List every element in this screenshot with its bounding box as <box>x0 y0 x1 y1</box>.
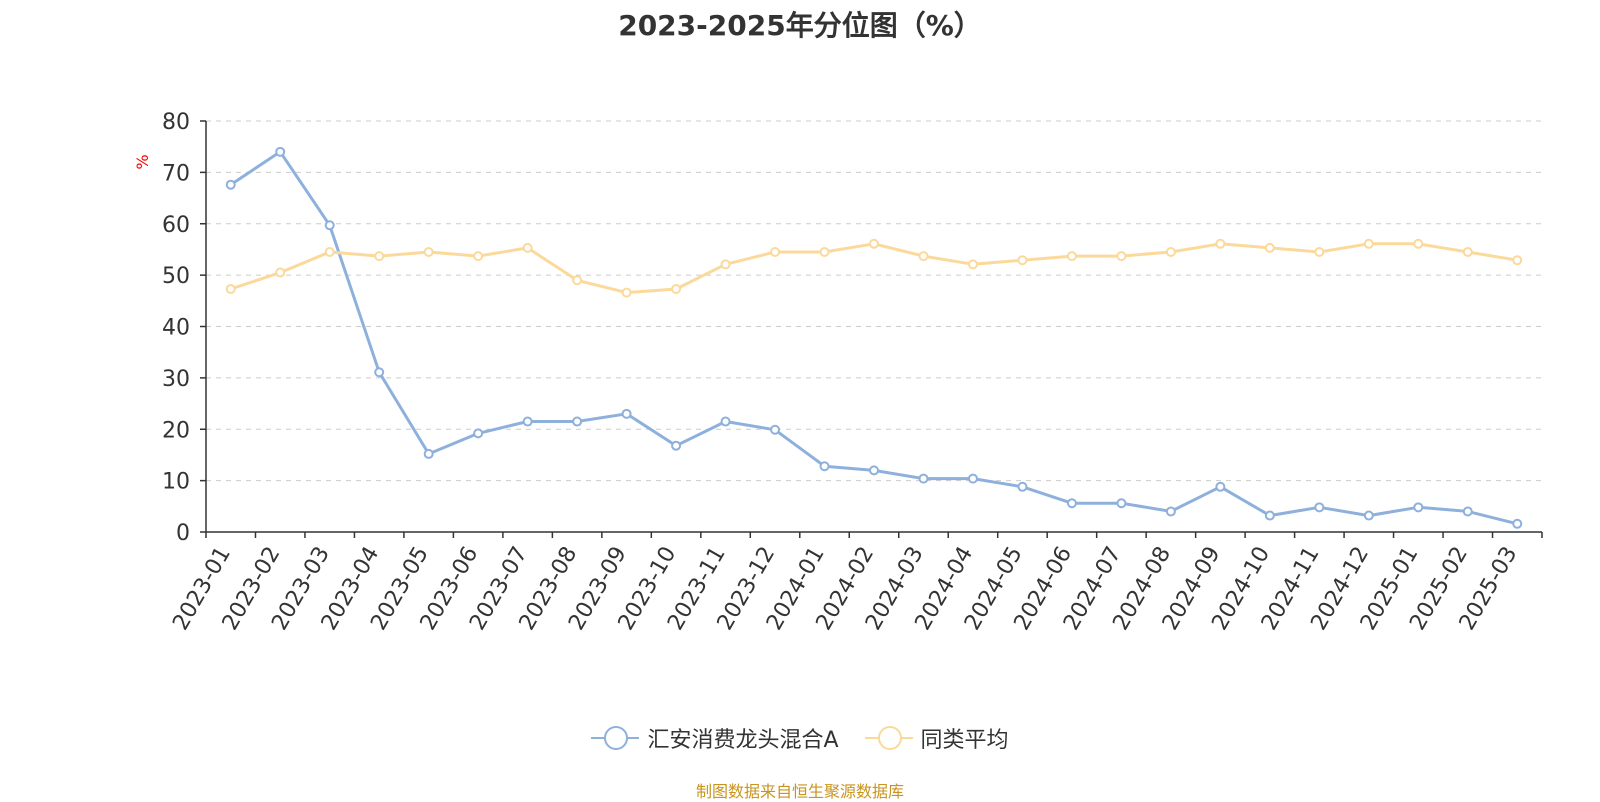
data-point <box>1165 506 1176 517</box>
data-point <box>869 238 879 249</box>
data-point <box>1165 247 1176 258</box>
legend-average-label: 同类平均 <box>920 728 1009 753</box>
data-point <box>423 448 434 459</box>
y-tick-label: 80 <box>162 110 190 135</box>
data-point <box>1512 518 1523 529</box>
data-point <box>374 251 385 262</box>
data-point <box>819 247 830 258</box>
data-point <box>869 465 879 476</box>
data-point <box>1512 255 1523 266</box>
data-point <box>275 146 286 157</box>
data-point <box>423 247 434 258</box>
source-note: 制图数据来自恒生聚源数据库 <box>695 782 904 801</box>
series-line-1 <box>230 242 1518 295</box>
data-point <box>770 424 781 435</box>
data-point <box>621 287 632 298</box>
data-point <box>324 220 335 231</box>
data-point <box>1264 510 1275 521</box>
data-point <box>621 408 632 419</box>
data-point <box>1066 251 1077 262</box>
legend: 汇安消费龙头混合A 同类平均 <box>0 722 1600 754</box>
data-point <box>720 416 731 427</box>
data-point <box>720 259 731 270</box>
data-point <box>374 367 385 378</box>
data-point <box>1264 242 1275 253</box>
chart-title: 2023-2025年分位图（%） <box>618 9 982 42</box>
y-tick-label: 0 <box>176 521 190 546</box>
data-point <box>967 259 978 270</box>
data-point <box>770 247 781 258</box>
data-point <box>324 247 335 258</box>
data-point <box>1363 238 1374 249</box>
data-point <box>671 283 682 294</box>
y-tick-label: 60 <box>162 213 190 238</box>
y-tick-label: 70 <box>162 161 190 186</box>
data-point <box>1066 498 1077 509</box>
series-layer <box>225 146 1523 529</box>
data-point <box>1314 502 1325 513</box>
legend-average-line-icon <box>864 726 913 750</box>
data-point <box>572 275 583 286</box>
data-point <box>275 267 286 278</box>
data-point <box>1462 506 1473 517</box>
y-tick-label: 20 <box>162 418 190 443</box>
data-point <box>1017 481 1028 492</box>
data-point <box>918 251 929 262</box>
y-tick-label: 10 <box>162 470 190 495</box>
data-point <box>1215 481 1226 492</box>
data-point <box>671 440 682 451</box>
legend-fund-line-icon <box>591 726 640 750</box>
data-point <box>473 428 484 439</box>
data-point <box>473 251 484 262</box>
data-point <box>819 461 830 472</box>
data-point <box>1413 238 1424 249</box>
data-point <box>967 473 978 484</box>
data-point <box>225 283 236 294</box>
data-point <box>1462 247 1473 258</box>
y-tick-label: 50 <box>162 264 190 289</box>
data-point <box>1215 238 1226 249</box>
data-point <box>572 416 583 427</box>
data-point <box>1017 255 1028 266</box>
data-point <box>225 179 236 190</box>
y-tick-label: 40 <box>162 316 190 341</box>
legend-item-average[interactable]: 同类平均 <box>864 722 1009 754</box>
y-tick-label: 30 <box>162 367 190 392</box>
data-point <box>1314 247 1325 258</box>
data-point <box>1116 251 1127 262</box>
data-point <box>522 416 533 427</box>
data-point <box>1363 510 1374 521</box>
data-point <box>1116 498 1127 509</box>
data-point <box>1413 502 1424 513</box>
y-axis-label: % <box>133 154 152 169</box>
legend-fund-label: 汇安消费龙头混合A <box>647 728 839 753</box>
legend-item-fund[interactable]: 汇安消费龙头混合A <box>591 722 839 754</box>
axes: 01020304050607080%2023-012023-022023-032… <box>133 110 1543 635</box>
grid-lines <box>206 120 1542 482</box>
data-point <box>522 242 533 253</box>
data-point <box>918 473 929 484</box>
